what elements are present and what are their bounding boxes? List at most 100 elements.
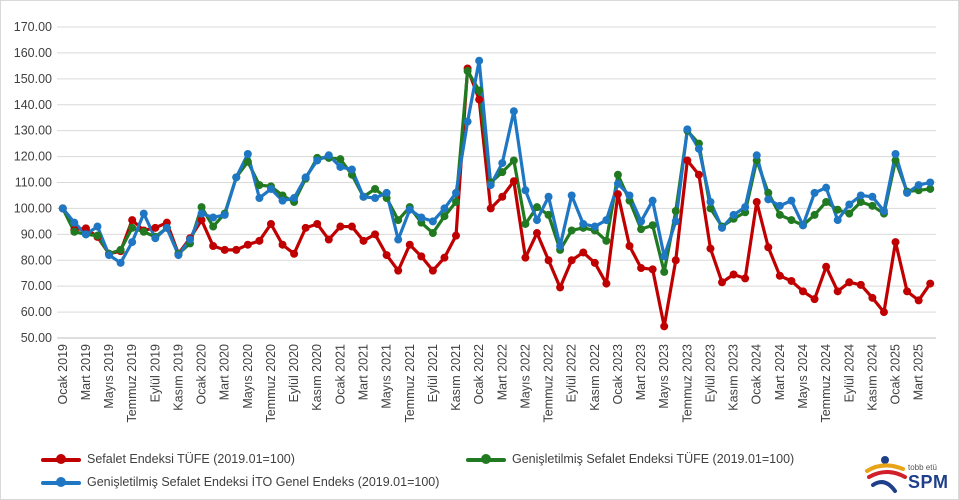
x-tick-label: Kasım 2022: [588, 344, 602, 411]
data-point: [417, 252, 426, 261]
data-point: [347, 165, 356, 174]
data-point: [371, 184, 380, 193]
data-point: [440, 212, 449, 221]
data-point: [787, 276, 796, 285]
data-point: [810, 210, 819, 219]
legend-swatch-sefalet-tufe: [41, 453, 81, 465]
data-point: [637, 225, 646, 234]
y-tick-label: 150.00: [14, 72, 52, 86]
x-tick-label: Mayıs 2023: [657, 344, 671, 409]
data-point: [255, 181, 264, 190]
data-point: [637, 264, 646, 273]
data-point: [394, 235, 403, 244]
x-tick-label: Ocak 2024: [750, 344, 764, 405]
data-point: [694, 170, 703, 179]
data-point: [879, 207, 888, 216]
data-point: [810, 295, 819, 304]
data-point: [220, 210, 229, 219]
data-point: [706, 204, 715, 213]
x-tick-label: Mart 2019: [79, 344, 93, 400]
x-tick-label: Kasım 2021: [449, 344, 463, 411]
data-point: [810, 188, 819, 197]
data-point: [764, 188, 773, 197]
data-point: [162, 223, 171, 232]
legend-item-genisletilmis-ito: Genişletilmiş Sefalet Endeksi İTO Genel …: [41, 475, 439, 489]
spm-logo-icon: [865, 456, 907, 493]
x-tick-label: Temmuz 2021: [403, 344, 417, 423]
data-point: [590, 222, 599, 231]
x-tick-label: Mayıs 2020: [241, 344, 255, 409]
x-tick-label: Mayıs 2019: [102, 344, 116, 409]
data-point: [116, 245, 125, 254]
y-tick-label: 140.00: [14, 98, 52, 112]
x-tick-label: Mayıs 2021: [380, 344, 394, 409]
data-point: [382, 188, 391, 197]
x-tick-label: Mart 2020: [218, 344, 232, 400]
x-tick-label: Temmuz 2019: [125, 344, 139, 423]
data-point: [324, 235, 333, 244]
y-tick-label: 120.00: [14, 150, 52, 164]
data-point: [648, 221, 657, 230]
x-tick-label: Ocak 2022: [472, 344, 486, 405]
x-tick-label: Eylül 2023: [703, 344, 717, 402]
data-point: [648, 196, 657, 205]
y-tick-label: 90.00: [21, 227, 52, 241]
y-tick-label: 130.00: [14, 124, 52, 138]
data-point: [822, 262, 831, 271]
data-point: [347, 222, 356, 231]
data-point: [856, 197, 865, 206]
data-point: [93, 231, 102, 240]
data-point: [845, 209, 854, 218]
data-point: [891, 238, 900, 247]
data-point: [729, 210, 738, 219]
data-point: [868, 293, 877, 302]
data-point: [625, 241, 634, 250]
data-point: [371, 230, 380, 239]
y-tick-label: 60.00: [21, 305, 52, 319]
series-markers-2: [58, 56, 935, 267]
data-point: [648, 265, 657, 274]
data-point: [417, 213, 426, 222]
legend-item-genisletilmis-tufe: Genişletilmiş Sefalet Endeksi TÜFE (2019…: [466, 452, 794, 466]
data-point: [139, 227, 148, 236]
x-tick-label: Temmuz 2024: [819, 344, 833, 423]
legend-label-sefalet-tufe: Sefalet Endeksi TÜFE (2019.01=100): [87, 452, 295, 466]
data-point: [798, 287, 807, 296]
data-point: [174, 251, 183, 260]
data-point: [209, 222, 218, 231]
x-tick-label: Kasım 2019: [171, 344, 185, 411]
data-point: [706, 244, 715, 253]
x-tick-label: Eylül 2024: [842, 344, 856, 402]
x-tick-label: Mart 2024: [773, 344, 787, 400]
data-point: [186, 235, 195, 244]
y-axis-tick-labels: 50.00 60.00 70.00 80.00 90.00 100.00 110.00 120…: [14, 20, 52, 345]
x-tick-label: Mayıs 2024: [796, 344, 810, 409]
data-point: [220, 245, 229, 254]
legend-label-genisletilmis-ito: Genişletilmiş Sefalet Endeksi İTO Genel …: [87, 475, 440, 489]
data-point: [613, 179, 622, 188]
data-point: [903, 188, 912, 197]
data-point: [833, 216, 842, 225]
data-point: [81, 224, 90, 233]
data-point: [914, 296, 923, 305]
data-point: [128, 223, 137, 232]
data-point: [209, 241, 218, 250]
data-point: [741, 274, 750, 283]
data-point: [729, 270, 738, 279]
x-tick-label: Eylül 2020: [287, 344, 301, 402]
data-point: [879, 308, 888, 317]
data-point: [197, 203, 206, 212]
data-point: [440, 253, 449, 262]
data-point: [868, 201, 877, 210]
data-point: [405, 205, 414, 214]
data-point: [567, 191, 576, 200]
data-point: [475, 86, 484, 95]
data-point: [336, 155, 345, 164]
data-point: [567, 256, 576, 265]
data-point: [845, 278, 854, 287]
data-point: [613, 190, 622, 199]
x-tick-label: Temmuz 2022: [542, 344, 556, 423]
logo-small-text: tobb etü: [908, 463, 937, 472]
data-point: [926, 178, 935, 187]
data-point: [266, 219, 275, 228]
